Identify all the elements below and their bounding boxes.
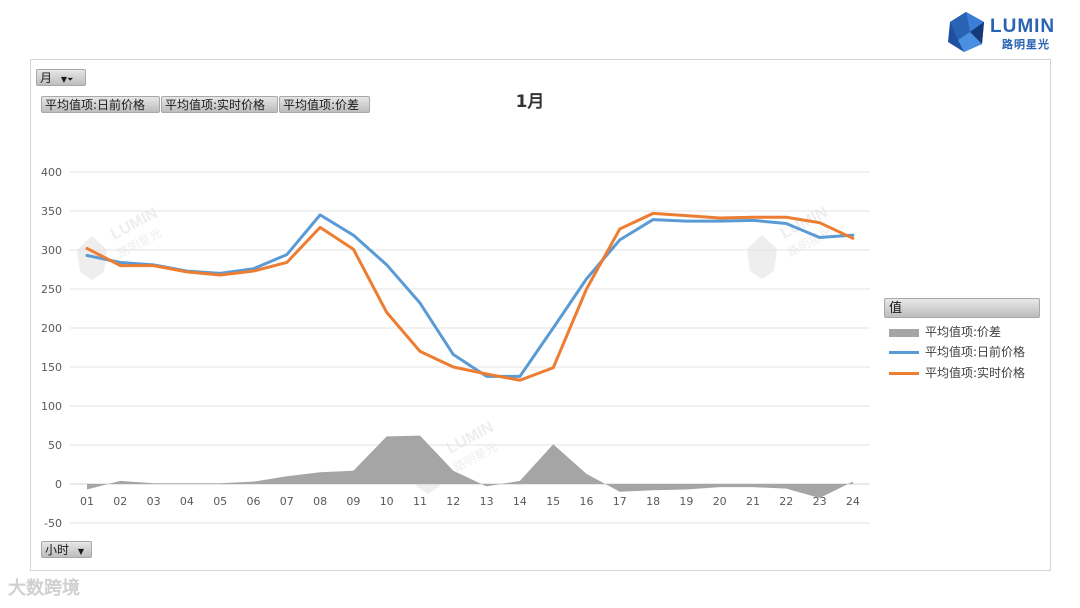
value-field-button-dayahead[interactable]: 平均值项:日前价格 xyxy=(41,96,160,113)
x-tick-label: 19 xyxy=(679,495,693,508)
y-tick-label: 100 xyxy=(41,400,62,413)
logo-subtext: 路明星光 xyxy=(1002,38,1050,51)
x-tick-label: 12 xyxy=(446,495,460,508)
x-tick-label: 17 xyxy=(613,495,627,508)
x-tick-label: 09 xyxy=(346,495,360,508)
legend-item-dayahead[interactable]: 平均值项:日前价格 xyxy=(889,343,1025,361)
legend-label: 平均值项:实时价格 xyxy=(925,366,1026,380)
bottom-watermark: 大数跨境 xyxy=(8,574,80,600)
legend-swatch-area xyxy=(889,328,919,337)
bottom-watermark-text: 大数跨境 xyxy=(8,578,80,599)
lumin-logo-icon xyxy=(948,12,984,52)
x-tick-label: 06 xyxy=(247,495,261,508)
x-axis-ticks: 01 02 03 04 05 06 07 08 09 10 11 12 13 14 15 16 17 18 19 20… xyxy=(80,495,860,508)
value-field-label: 平均值项:日前价格 xyxy=(45,98,146,112)
y-axis-ticks: -50 0 50 100 150 200 250 300 350 400 xyxy=(41,166,62,530)
value-field-label: 平均值项:价差 xyxy=(283,98,360,112)
hour-axis-field-label: 小时 xyxy=(45,543,70,557)
x-tick-label: 24 xyxy=(846,495,860,508)
x-tick-label: 02 xyxy=(113,495,127,508)
series-line xyxy=(85,211,855,382)
legend-label: 平均值项:价差 xyxy=(925,325,1002,339)
legend-header[interactable]: 值 xyxy=(884,298,1040,318)
legend-item-spread[interactable]: 平均值项:价差 xyxy=(889,323,1001,341)
month-filter-button[interactable]: 月 ▼⏷ xyxy=(36,69,86,86)
y-tick-label: 200 xyxy=(41,322,62,335)
watermark-mark: LUMIN 路明星光 xyxy=(747,204,834,279)
series-area-spread xyxy=(87,435,853,499)
y-tick-label: 0 xyxy=(55,478,62,491)
y-tick-label: 50 xyxy=(48,439,62,452)
series-layer xyxy=(85,211,855,499)
legend-item-realtime[interactable]: 平均值项:实时价格 xyxy=(889,364,1025,382)
x-tick-label: 07 xyxy=(280,495,294,508)
value-field-label: 平均值项:实时价格 xyxy=(165,98,266,112)
legend-label: 平均值项:日前价格 xyxy=(925,345,1026,359)
x-tick-label: 03 xyxy=(147,495,161,508)
x-tick-label: 01 xyxy=(80,495,94,508)
x-tick-label: 20 xyxy=(713,495,727,508)
y-tick-label: 150 xyxy=(41,361,62,374)
chart-title: 1月 xyxy=(515,92,545,112)
y-tick-label: 250 xyxy=(41,283,62,296)
x-tick-label: 15 xyxy=(546,495,560,508)
x-tick-label: 18 xyxy=(646,495,660,508)
y-tick-label: 300 xyxy=(41,244,62,257)
x-tick-label: 21 xyxy=(746,495,760,508)
watermark-mark: LUMIN 路明星光 xyxy=(77,205,164,280)
dropdown-arrow-icon: ▼ xyxy=(77,547,84,556)
watermark-layer: LUMIN 路明星光 LUMIN 路明星光 LUMIN 路明星光 xyxy=(77,204,834,494)
chart-frame xyxy=(30,59,1051,571)
x-tick-label: 08 xyxy=(313,495,327,508)
y-tick-label: 400 xyxy=(41,166,62,179)
legend-header-label: 值 xyxy=(889,301,903,316)
y-tick-label: -50 xyxy=(44,517,62,530)
gridlines xyxy=(70,171,870,524)
hour-axis-field-button[interactable]: 小时 ▼ xyxy=(41,541,92,558)
legend-swatch-line xyxy=(889,372,919,375)
month-filter-label: 月 xyxy=(40,71,53,85)
brand-logo: LUMIN 路明星光 xyxy=(944,10,1064,54)
legend-swatch-line xyxy=(889,351,919,354)
filter-funnel-icon: ▼⏷ xyxy=(60,75,74,84)
x-tick-label: 23 xyxy=(813,495,827,508)
series-line xyxy=(85,213,855,378)
x-tick-label: 04 xyxy=(180,495,194,508)
x-tick-label: 13 xyxy=(480,495,494,508)
y-tick-label: 350 xyxy=(41,205,62,218)
x-tick-label: 14 xyxy=(513,495,527,508)
x-tick-label: 22 xyxy=(779,495,793,508)
value-field-button-realtime[interactable]: 平均值项:实时价格 xyxy=(161,96,278,113)
logo-text: LUMIN xyxy=(990,16,1056,37)
x-tick-label: 10 xyxy=(380,495,394,508)
x-tick-label: 05 xyxy=(213,495,227,508)
x-tick-label: 11 xyxy=(413,495,427,508)
x-tick-label: 16 xyxy=(580,495,594,508)
value-field-button-spread[interactable]: 平均值项:价差 xyxy=(279,96,370,113)
